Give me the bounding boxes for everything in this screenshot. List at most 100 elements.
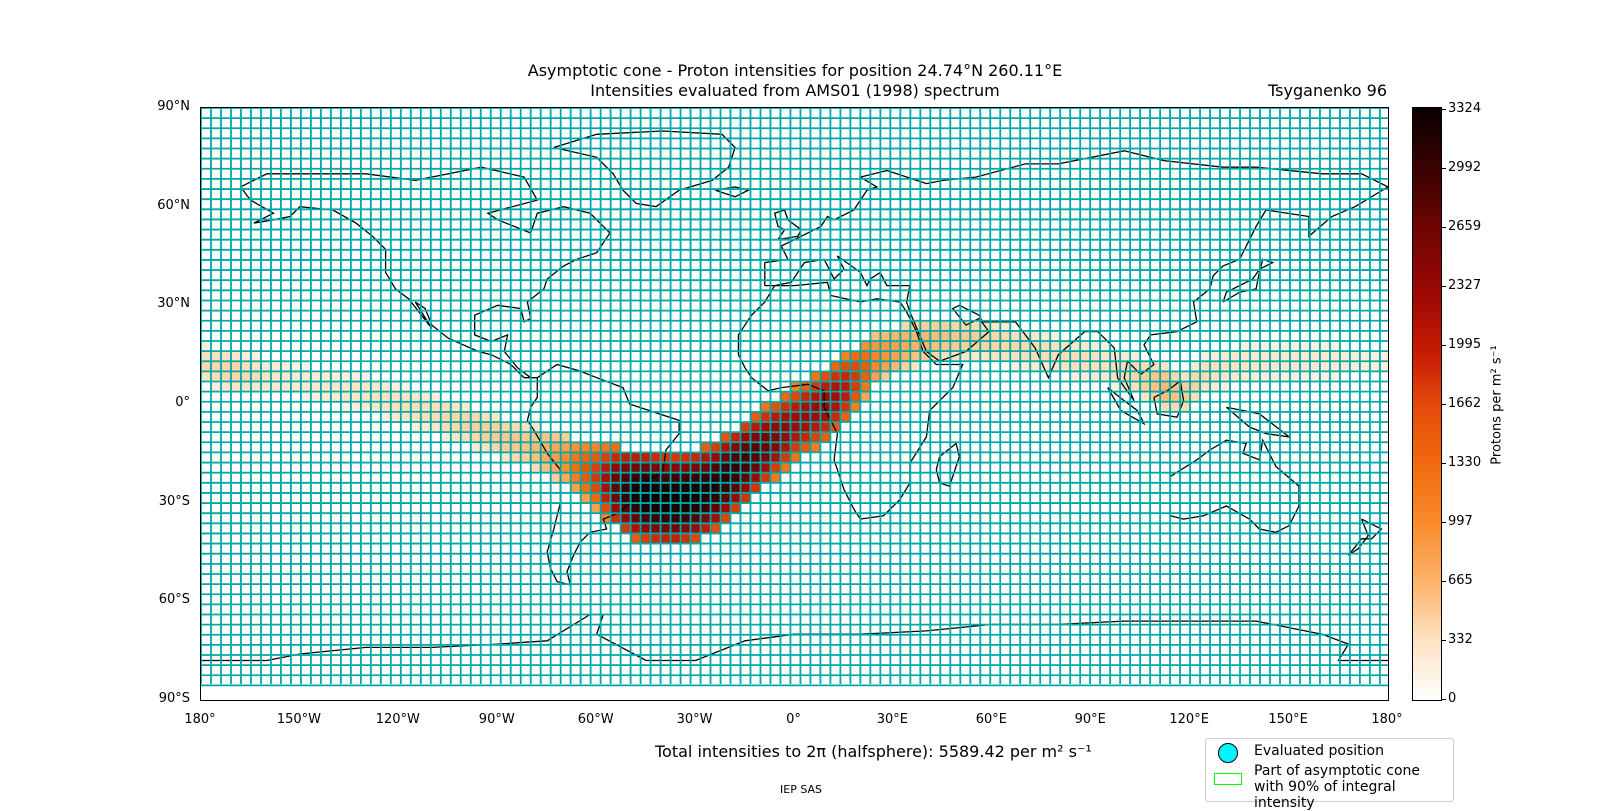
intensity-cell <box>360 371 372 383</box>
intensity-cell <box>800 401 812 413</box>
intensity-cell <box>1210 381 1221 393</box>
coastline-indonesia <box>1107 387 1146 426</box>
intensity-cell <box>730 452 742 464</box>
intensity-cell <box>640 452 652 464</box>
intensity-cell <box>510 422 522 433</box>
coastline-eurasia <box>764 150 1388 402</box>
intensity-cell <box>620 523 632 535</box>
intensity-cell <box>1020 361 1031 372</box>
intensity-cell <box>530 452 542 464</box>
intensity-cell <box>940 340 951 352</box>
intensity-cell <box>550 442 562 454</box>
map-subtitle: Intensities evaluated from AMS01 (1998) … <box>590 81 1000 100</box>
intensity-cell <box>480 432 492 443</box>
intensity-cell <box>760 422 772 433</box>
intensity-cell <box>620 462 632 474</box>
intensity-cell <box>680 462 692 474</box>
intensity-cell <box>300 371 312 383</box>
intensity-cell <box>520 442 532 454</box>
intensity-cell <box>860 391 871 403</box>
intensity-cell <box>810 391 822 403</box>
intensity-cell <box>570 462 582 474</box>
intensity-cell <box>640 533 652 545</box>
intensity-cell <box>1070 351 1081 362</box>
intensity-cell <box>870 330 881 342</box>
intensity-cell <box>820 411 832 423</box>
intensity-cell <box>670 503 682 514</box>
intensity-cell <box>1359 361 1371 372</box>
intensity-cell <box>850 391 861 403</box>
intensity-cell <box>1260 371 1271 383</box>
intensity-cell <box>650 523 662 535</box>
intensity-cell <box>870 340 881 352</box>
intensity-cell <box>730 503 742 514</box>
intensity-cell <box>550 452 562 464</box>
intensity-cell <box>420 401 432 413</box>
intensity-cell <box>201 351 212 362</box>
intensity-cell <box>470 411 482 423</box>
colorbar-tick-mark <box>1442 640 1446 641</box>
intensity-cell <box>460 422 472 433</box>
total-intensity: Total intensities to 2π (halfsphere): 55… <box>655 742 1092 761</box>
intensity-cell <box>740 442 752 454</box>
intensity-cell <box>710 462 722 474</box>
intensity-cell <box>620 482 632 494</box>
intensity-cell <box>320 371 332 383</box>
intensity-cell <box>730 492 742 504</box>
intensity-cell <box>550 462 562 474</box>
intensity-cell <box>1100 340 1111 352</box>
intensity-cell <box>750 452 762 464</box>
intensity-cell <box>1160 401 1171 413</box>
intensity-cell <box>1299 351 1311 362</box>
lon-tick-label: 150°E <box>1268 712 1308 727</box>
lat-tick-label: 90°S <box>158 691 190 706</box>
intensity-cell <box>590 442 602 454</box>
intensity-cell <box>530 442 542 454</box>
intensity-cell <box>1309 351 1321 362</box>
intensity-cell <box>1160 381 1171 393</box>
intensity-cell <box>540 462 552 474</box>
colorbar-tick-label: 997 <box>1448 514 1473 529</box>
intensity-cell <box>930 351 941 362</box>
intensity-cell <box>1309 361 1321 372</box>
intensity-cell <box>780 391 792 403</box>
world-map[interactable] <box>200 107 1389 701</box>
intensity-cell <box>230 351 242 362</box>
intensity-cell <box>950 330 961 342</box>
intensity-cell <box>410 422 422 433</box>
intensity-cell <box>750 462 762 474</box>
intensity-cell <box>250 381 262 393</box>
intensity-cell <box>680 492 692 504</box>
intensity-cell <box>740 472 752 484</box>
intensity-cell <box>660 513 672 524</box>
intensity-cell <box>470 422 482 433</box>
intensity-cell <box>770 452 782 464</box>
intensity-cell <box>550 472 562 484</box>
intensity-cell <box>920 351 931 362</box>
intensity-cell <box>730 462 742 474</box>
colorbar-tick-mark <box>1442 581 1446 582</box>
intensity-cell <box>790 422 802 433</box>
intensity-cell <box>500 422 512 433</box>
intensity-cell <box>850 361 861 372</box>
intensity-cell <box>610 503 622 514</box>
intensity-cell <box>230 371 242 383</box>
intensity-cell <box>700 513 712 524</box>
intensity-cell <box>760 452 772 464</box>
intensity-cell <box>840 391 851 403</box>
intensity-cell <box>720 462 732 474</box>
intensity-cell <box>940 330 951 342</box>
intensity-cell <box>830 391 841 403</box>
intensity-cell <box>830 371 841 383</box>
intensity-cell <box>1220 351 1231 362</box>
intensity-cell <box>1260 351 1271 362</box>
intensity-cell <box>240 381 252 393</box>
intensity-cell <box>760 411 772 423</box>
intensity-cell <box>350 391 362 403</box>
intensity-cell <box>410 391 422 403</box>
intensity-cell <box>560 462 572 474</box>
intensity-cell <box>1040 330 1051 342</box>
intensity-cell <box>610 513 622 524</box>
intensity-cell <box>590 492 602 504</box>
intensity-cell <box>880 371 891 383</box>
